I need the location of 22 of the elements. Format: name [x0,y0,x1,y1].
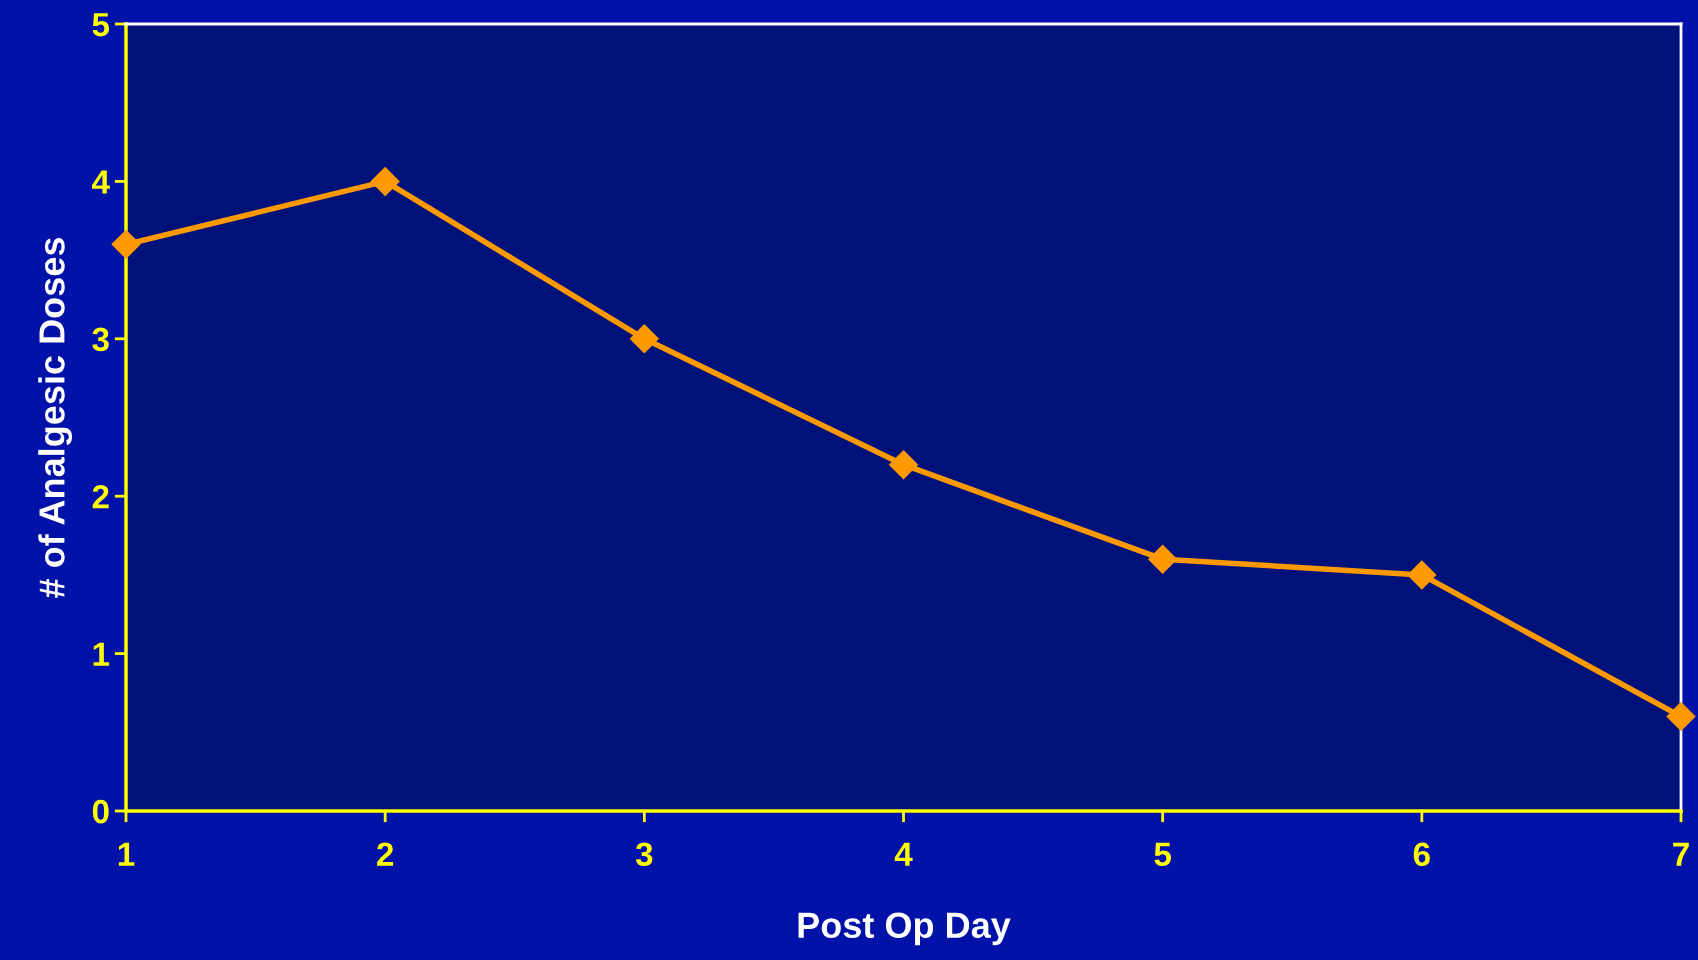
x-tick-label: 7 [1673,842,1689,866]
x-tick-label: 2 [377,842,394,866]
point [1407,560,1437,590]
point [111,229,141,259]
point [1666,702,1696,732]
x-tick-label: 1 [118,842,135,866]
x-tick-label: 4 [894,842,913,866]
point [629,324,659,354]
x-tick-label: 6 [1413,842,1430,867]
y-tick-label: 1 [93,642,110,666]
y-tick-label: 4 [92,170,110,194]
x-tick-label: 5 [1154,842,1172,867]
x-axis-title: Post Op Day [798,912,1011,946]
point [889,450,918,480]
point [370,166,400,196]
point [1148,544,1178,574]
y-tick-label: 2 [92,485,109,509]
y-tick-label: 3 [92,327,109,352]
y-tick-label: 5 [92,13,110,37]
x-tick-label: 3 [635,842,653,867]
y-tick-label: 0 [92,799,109,824]
y-axis-title: # of Analgesic Doses [38,238,73,598]
